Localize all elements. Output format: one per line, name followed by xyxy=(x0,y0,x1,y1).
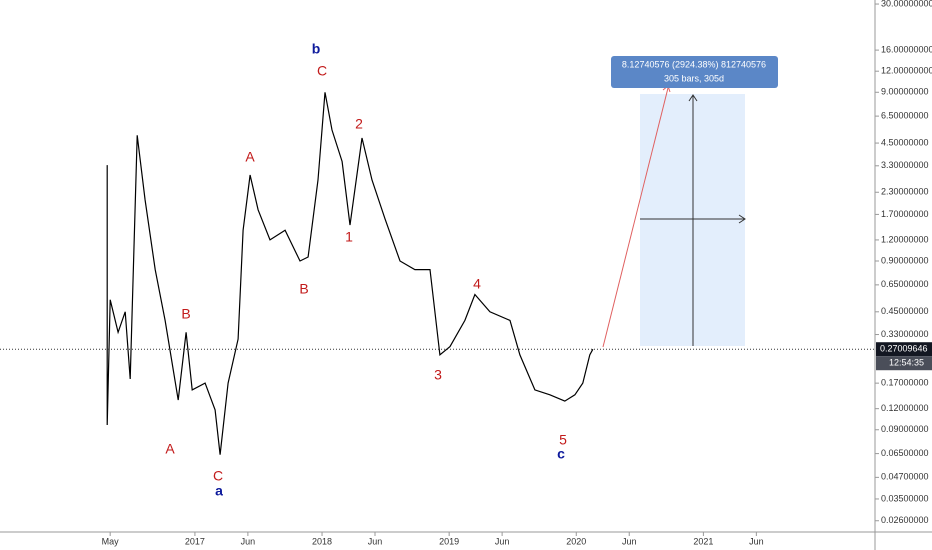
price-tag-text: 0.27009646 xyxy=(880,344,928,354)
price-line xyxy=(106,92,594,455)
projection-line xyxy=(602,87,669,348)
x-tick-label: Jun xyxy=(749,536,764,546)
x-tick-label: Jun xyxy=(241,536,256,546)
wave-label: 2 xyxy=(355,116,363,132)
x-tick-label: Jun xyxy=(368,536,383,546)
y-tick-label: 6.50000000 xyxy=(881,110,929,120)
countdown-text: 12:54:35 xyxy=(889,358,924,368)
x-tick-label: 2020 xyxy=(566,536,586,546)
y-tick-label: 0.65000000 xyxy=(881,279,929,289)
x-tick-label: Jun xyxy=(622,536,637,546)
wave-label: B xyxy=(299,281,308,297)
y-tick-label: 1.20000000 xyxy=(881,234,929,244)
wave-label: 4 xyxy=(473,276,481,292)
y-tick-label: 0.12000000 xyxy=(881,403,929,413)
measure-text: 305 bars, 305d xyxy=(664,73,724,83)
y-tick-label: 3.30000000 xyxy=(881,160,929,170)
wave-label: c xyxy=(557,446,565,462)
price-tag xyxy=(876,342,932,357)
wave-label: A xyxy=(165,441,175,457)
y-tick-label: 12.00000000 xyxy=(881,66,932,76)
wave-label: b xyxy=(312,41,321,57)
x-tick-label: 2018 xyxy=(312,536,332,546)
y-tick-label: 0.45000000 xyxy=(881,306,929,316)
wave-label: 1 xyxy=(345,229,353,245)
y-tick-label: 0.33000000 xyxy=(881,329,929,339)
y-tick-label: 0.06500000 xyxy=(881,448,929,458)
y-tick-label: 0.02600000 xyxy=(881,515,929,525)
y-tick-label: 0.17000000 xyxy=(881,378,929,388)
y-tick-label: 30.00000000 xyxy=(881,0,932,8)
y-tick-label: 9.00000000 xyxy=(881,87,929,97)
wave-label: C xyxy=(317,63,327,79)
measure-tooltip xyxy=(611,56,778,88)
y-tick-label: 0.04700000 xyxy=(881,472,929,482)
x-tick-label: May xyxy=(102,536,120,546)
y-tick-label: 0.90000000 xyxy=(881,255,929,265)
wave-label: B xyxy=(181,306,190,322)
y-tick-label: 4.50000000 xyxy=(881,137,929,147)
y-tick-label: 16.00000000 xyxy=(881,44,932,54)
wave-label: a xyxy=(215,483,223,499)
measure-arrow xyxy=(738,214,746,224)
wave-label: C xyxy=(213,468,223,484)
wave-label: 5 xyxy=(559,432,567,448)
x-tick-label: Jun xyxy=(495,536,510,546)
y-tick-label: 0.09000000 xyxy=(881,424,929,434)
wave-label: A xyxy=(245,149,255,165)
y-tick-label: 2.30000000 xyxy=(881,187,929,197)
x-tick-label: 2021 xyxy=(693,536,713,546)
y-tick-label: 1.70000000 xyxy=(881,209,929,219)
measure-text: 8.12740576 (2924.38%) 812740576 xyxy=(622,59,766,69)
measure-arrow xyxy=(688,94,698,102)
y-tick-label: 0.03500000 xyxy=(881,493,929,503)
x-tick-label: 2019 xyxy=(439,536,459,546)
countdown-tag xyxy=(876,356,932,371)
wave-label: 3 xyxy=(434,367,442,383)
x-tick-label: 2017 xyxy=(185,536,205,546)
